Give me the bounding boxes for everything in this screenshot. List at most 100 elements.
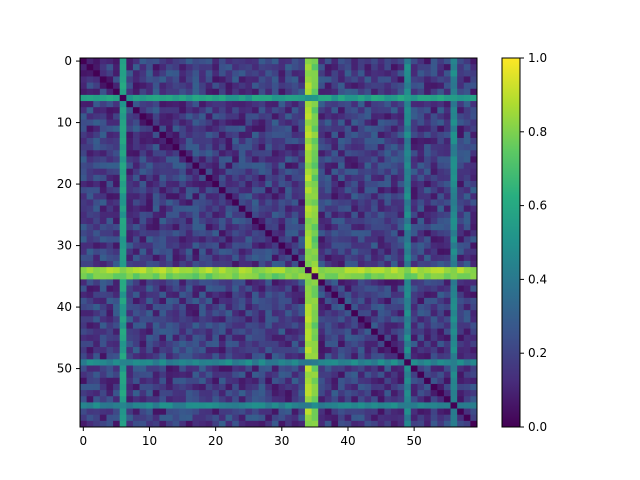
heatmap-cell [159, 82, 167, 90]
heatmap-cell [152, 390, 160, 397]
heatmap-cell [278, 224, 286, 231]
heatmap-cell [159, 174, 167, 182]
heatmap-cell [265, 328, 273, 336]
heatmap-cell [470, 304, 478, 311]
heatmap-cell [119, 131, 127, 139]
heatmap-cell [80, 310, 88, 317]
heatmap-cell [311, 260, 319, 268]
heatmap-cell [106, 168, 114, 176]
heatmap-cell [225, 236, 233, 243]
heatmap-cell [285, 273, 293, 280]
heatmap-cell [331, 131, 339, 139]
heatmap-cell [470, 131, 478, 139]
heatmap-cell [225, 297, 233, 305]
heatmap-cell [232, 156, 240, 163]
heatmap-cell [258, 181, 266, 188]
heatmap-cell [437, 291, 445, 299]
heatmap-cell [311, 254, 319, 262]
heatmap-cell [172, 396, 180, 403]
heatmap-cell [338, 310, 346, 317]
heatmap-cell [384, 58, 392, 65]
heatmap-cell [113, 224, 121, 231]
heatmap-cell [265, 174, 273, 182]
heatmap-cell [404, 181, 412, 188]
heatmap-cell [437, 371, 445, 379]
heatmap-cell [106, 70, 114, 77]
heatmap-cell [80, 328, 88, 336]
heatmap-cell [443, 242, 451, 250]
heatmap-cell [106, 267, 114, 274]
heatmap-cell [377, 205, 385, 213]
heatmap-cell [311, 236, 319, 243]
heatmap-cell [417, 420, 425, 428]
heatmap-cell [205, 64, 213, 71]
heatmap-cell [450, 94, 458, 102]
heatmap-cell [139, 310, 147, 317]
heatmap-cell [265, 113, 273, 120]
heatmap-cell [410, 174, 418, 182]
heatmap-cell [371, 347, 379, 354]
heatmap-cell [99, 273, 107, 280]
heatmap-cell [404, 408, 412, 416]
heatmap-cell [318, 322, 326, 329]
heatmap-cell [119, 211, 127, 219]
heatmap-cell [271, 88, 279, 96]
heatmap-cell [159, 254, 167, 262]
heatmap-cell [152, 82, 160, 90]
heatmap-cell [166, 199, 174, 206]
heatmap-cell [443, 230, 451, 237]
heatmap-cell [338, 408, 346, 416]
heatmap-cell [192, 193, 200, 200]
heatmap-cell [212, 64, 220, 71]
heatmap-cell [463, 168, 471, 176]
heatmap-cell [377, 414, 385, 422]
heatmap-cell [470, 371, 478, 379]
heatmap-cell [126, 205, 134, 213]
heatmap-cell [218, 101, 226, 108]
heatmap-cell [278, 297, 286, 305]
heatmap-cell [166, 125, 174, 133]
heatmap-cell [377, 273, 385, 280]
heatmap-cell [443, 76, 451, 83]
heatmap-cell [424, 101, 432, 108]
heatmap-cell [384, 297, 392, 305]
heatmap-cell [404, 119, 412, 127]
heatmap-cell [271, 377, 279, 385]
heatmap-cell [470, 119, 478, 127]
heatmap-cell [238, 224, 246, 231]
heatmap-cell [159, 119, 167, 127]
heatmap-cell [397, 322, 405, 329]
heatmap-cell [430, 371, 438, 379]
heatmap-cell [404, 420, 412, 428]
heatmap-cell [106, 383, 114, 391]
heatmap-cell [285, 248, 293, 256]
heatmap-cell [377, 181, 385, 188]
heatmap-cell [371, 260, 379, 268]
heatmap-cell [126, 420, 134, 428]
heatmap-cell [457, 316, 465, 323]
heatmap-cell [146, 125, 154, 133]
heatmap-cell [159, 101, 167, 108]
heatmap-cell [291, 224, 299, 231]
heatmap-cell [139, 304, 147, 311]
heatmap-cell [152, 224, 160, 231]
heatmap-cell [252, 156, 260, 163]
heatmap-cell [384, 150, 392, 157]
heatmap-cell [258, 70, 266, 77]
heatmap-cell [357, 88, 365, 96]
heatmap-cell [152, 107, 160, 114]
heatmap-cell [179, 340, 187, 348]
heatmap-cell [132, 144, 140, 151]
heatmap-cell [218, 181, 226, 188]
heatmap-cell [106, 236, 114, 243]
heatmap-cell [371, 353, 379, 360]
heatmap-cell [218, 260, 226, 268]
heatmap-cell [351, 420, 359, 428]
heatmap-cell [199, 365, 207, 373]
heatmap-cell [417, 144, 425, 151]
heatmap-cell [225, 64, 233, 71]
heatmap-cell [132, 217, 140, 225]
heatmap-cell [80, 76, 88, 83]
heatmap-cell [463, 131, 471, 139]
heatmap-cell [397, 297, 405, 305]
